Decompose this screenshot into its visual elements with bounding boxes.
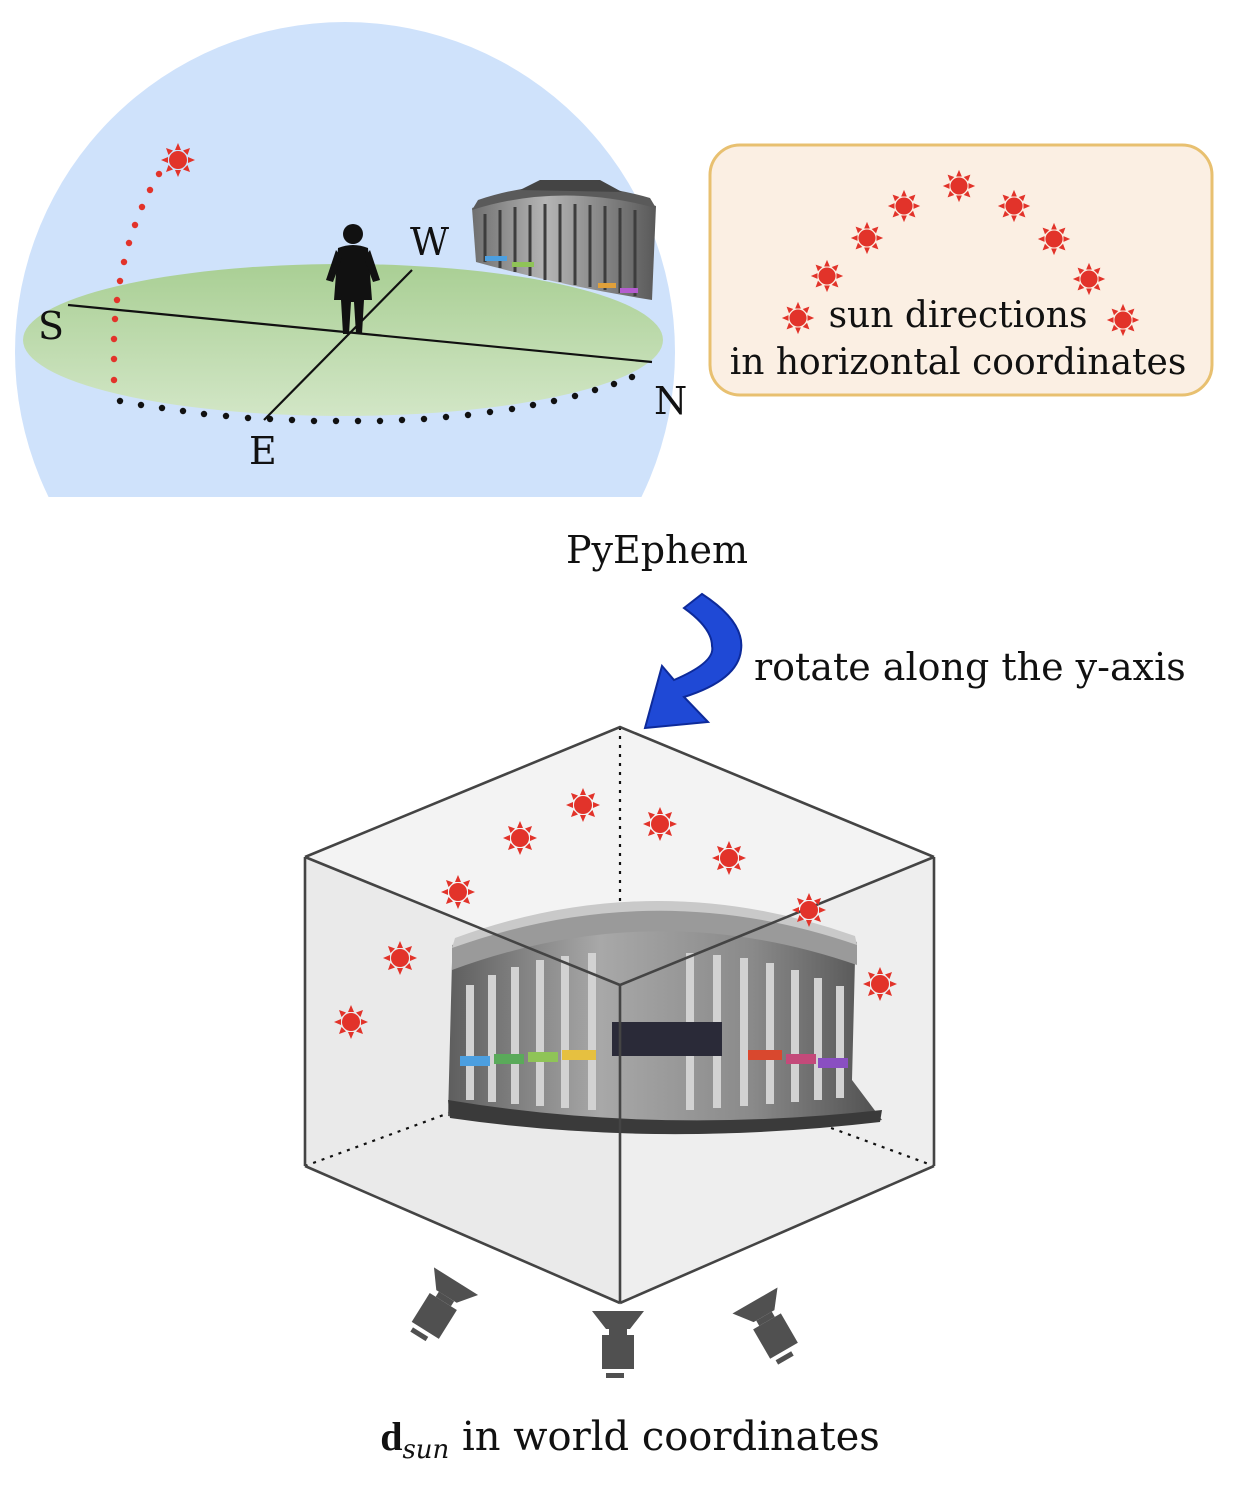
- sun-icon: [441, 875, 475, 909]
- legend-line-2: in horizontal coordinates: [730, 342, 1187, 383]
- pyephem-label: PyEphem: [566, 528, 748, 572]
- sun-icon: [863, 967, 897, 1001]
- sun-icon: [942, 169, 976, 203]
- camera-icon: [592, 1311, 644, 1378]
- sun-icon: [781, 301, 815, 335]
- sun-icon: [161, 143, 195, 177]
- person-icon: [326, 224, 380, 334]
- sun-directions-box: sun directions in horizontal coordinates: [708, 143, 1214, 397]
- sun-icon: [1072, 262, 1106, 296]
- horizon-dots: [116, 373, 636, 425]
- sun-icon: [997, 189, 1031, 223]
- rotate-label: rotate along the y-axis: [754, 645, 1186, 689]
- world-cube: [303, 725, 936, 1305]
- caption-subscript: sun: [402, 1435, 449, 1465]
- compass-west-label: W: [410, 220, 449, 264]
- sun-icon: [334, 1005, 368, 1039]
- building-icon: [472, 180, 656, 300]
- building-icon: [448, 900, 882, 1135]
- east-west-axis: [263, 269, 413, 421]
- camera-icon: [732, 1287, 812, 1372]
- sun-icon: [887, 189, 921, 223]
- compass-south-label: S: [38, 304, 64, 348]
- sun-icon: [850, 221, 884, 255]
- sun-icon: [792, 893, 826, 927]
- sun-icon: [1037, 222, 1071, 256]
- curved-arrow-icon: [643, 592, 743, 730]
- caption-symbol: d: [380, 1414, 402, 1459]
- sun-icon: [566, 788, 600, 822]
- compass-north-label: N: [654, 379, 687, 423]
- celestial-sphere-illustration: [15, 22, 675, 497]
- camera-icon: [398, 1267, 479, 1352]
- sun-path-dots: [110, 170, 163, 384]
- legend-line-1: sun directions: [829, 295, 1088, 336]
- sun-icon: [1106, 303, 1140, 337]
- sun-icon: [503, 821, 537, 855]
- sun-icon: [643, 807, 677, 841]
- compass-east-label: E: [249, 429, 277, 473]
- caption-rest: in world coordinates: [449, 1414, 880, 1460]
- sun-icon: [810, 259, 844, 293]
- sun-icon: [712, 841, 746, 875]
- sun-icon: [383, 941, 417, 975]
- caption: dsun in world coordinates: [380, 1414, 880, 1465]
